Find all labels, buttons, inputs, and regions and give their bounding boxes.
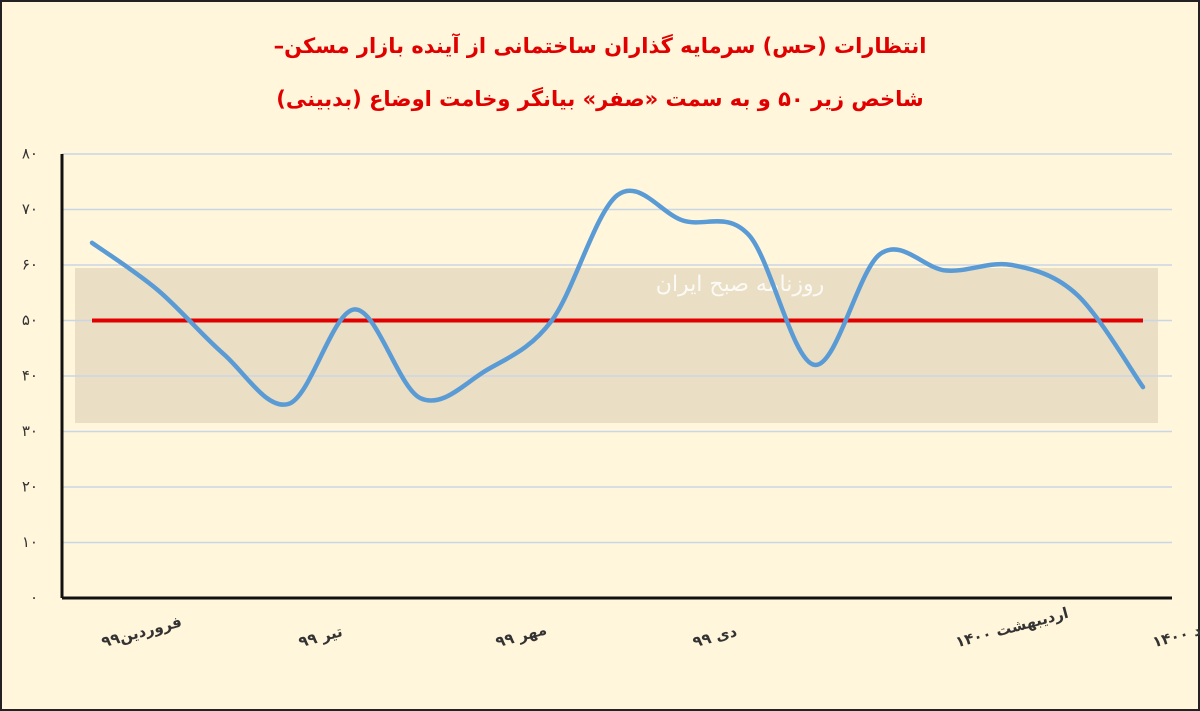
y-tick-label: ۸۰: [22, 145, 38, 163]
y-tick-label: ۲۰: [22, 478, 38, 496]
watermark: روزنامه صبح ایران: [656, 272, 824, 297]
y-tick-label: ۷۰: [22, 200, 38, 218]
y-tick-label: ۵۰: [22, 311, 38, 329]
y-tick-label: ۶۰: [22, 256, 38, 274]
chart-title: انتظارات (حس) سرمایه گذاران ساختمانی از …: [274, 33, 927, 58]
y-tick-label: ۰: [30, 589, 38, 607]
y-tick-label: ۳۰: [22, 422, 38, 440]
y-tick-label: ۱۰: [22, 533, 38, 551]
data-line: [89, 188, 1146, 407]
watermark-band: [75, 268, 1158, 423]
chart-subtitle: شاخص زیر ۵۰ و به سمت «صفر» بیانگر وخامت …: [276, 86, 923, 111]
y-tick-label: ۴۰: [22, 367, 38, 385]
